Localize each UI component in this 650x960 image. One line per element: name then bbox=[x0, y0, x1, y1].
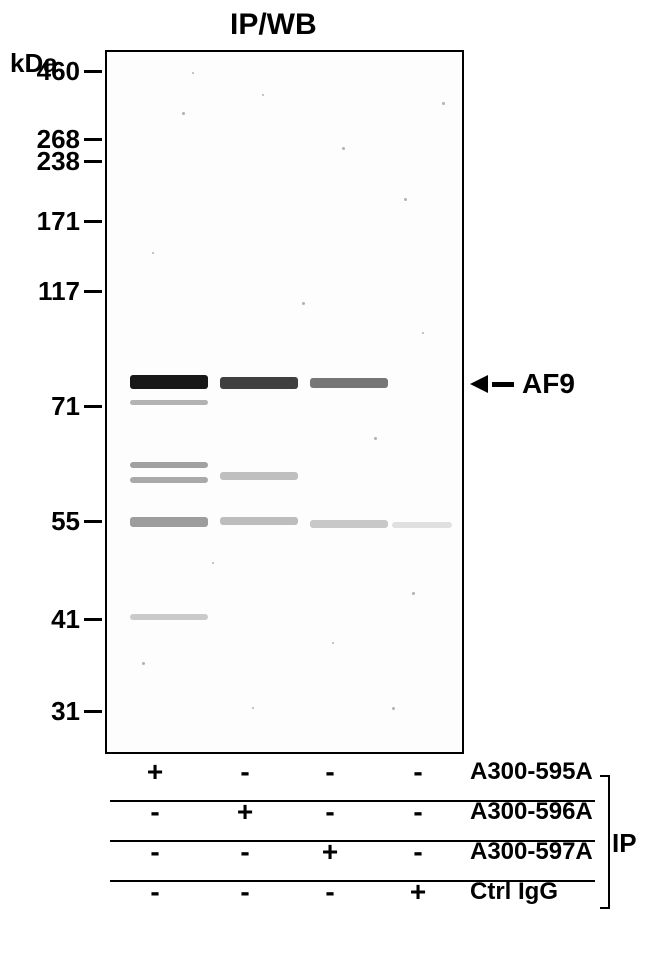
antibody-label: A300-595A bbox=[470, 758, 593, 786]
noise-speck bbox=[142, 662, 145, 665]
noise-speck bbox=[412, 592, 415, 595]
protein-band bbox=[130, 517, 208, 527]
mw-marker-tick bbox=[84, 290, 102, 293]
noise-speck bbox=[302, 302, 305, 305]
band-annotation-arrow: AF9 bbox=[470, 368, 575, 400]
mw-marker-tick bbox=[84, 405, 102, 408]
noise-speck bbox=[192, 72, 194, 74]
mw-marker-tick bbox=[84, 710, 102, 713]
arrow-icon bbox=[470, 375, 488, 393]
table-row-divider bbox=[110, 800, 595, 802]
noise-speck bbox=[422, 332, 424, 334]
protein-band bbox=[310, 378, 388, 388]
lane-condition-mark: - bbox=[233, 756, 257, 788]
mw-marker-label: 31 bbox=[10, 696, 80, 727]
protein-band bbox=[130, 375, 208, 389]
protein-band bbox=[220, 377, 298, 389]
ip-group-label: IP bbox=[612, 828, 637, 859]
antibody-label: A300-597A bbox=[470, 838, 593, 866]
noise-speck bbox=[342, 147, 345, 150]
lane-condition-mark: + bbox=[143, 756, 167, 788]
protein-band bbox=[130, 614, 208, 620]
table-row-divider bbox=[110, 880, 595, 882]
noise-speck bbox=[392, 707, 395, 710]
mw-marker-tick bbox=[84, 618, 102, 621]
mw-marker-tick bbox=[84, 138, 102, 141]
protein-band bbox=[392, 522, 452, 528]
lane-condition-mark: - bbox=[406, 756, 430, 788]
table-row-divider bbox=[110, 840, 595, 842]
noise-speck bbox=[332, 642, 334, 644]
mw-marker-tick bbox=[84, 220, 102, 223]
mw-marker-label: 117 bbox=[10, 276, 80, 307]
noise-speck bbox=[374, 437, 377, 440]
arrow-stem bbox=[492, 382, 514, 387]
mw-marker-tick bbox=[84, 160, 102, 163]
protein-band bbox=[220, 472, 298, 480]
noise-speck bbox=[404, 198, 407, 201]
mw-marker-label: 171 bbox=[10, 206, 80, 237]
mw-marker-label: 71 bbox=[10, 391, 80, 422]
noise-speck bbox=[182, 112, 185, 115]
western-blot-membrane bbox=[105, 50, 464, 754]
protein-band bbox=[310, 520, 388, 528]
mw-marker-tick bbox=[84, 70, 102, 73]
mw-marker-label: 238 bbox=[10, 146, 80, 177]
lane-condition-mark: - bbox=[318, 756, 342, 788]
band-annotation-text: AF9 bbox=[522, 368, 575, 400]
protein-band bbox=[220, 517, 298, 525]
protein-band bbox=[130, 400, 208, 405]
mw-marker-tick bbox=[84, 520, 102, 523]
mw-marker-label: 460 bbox=[10, 56, 80, 87]
protein-band bbox=[130, 477, 208, 483]
antibody-label: Ctrl IgG bbox=[470, 878, 558, 906]
noise-speck bbox=[252, 707, 254, 709]
noise-speck bbox=[442, 102, 445, 105]
antibody-label: A300-596A bbox=[470, 798, 593, 826]
ip-group-brace bbox=[600, 775, 610, 909]
mw-marker-label: 41 bbox=[10, 604, 80, 635]
noise-speck bbox=[262, 94, 264, 96]
noise-speck bbox=[152, 252, 154, 254]
noise-speck bbox=[212, 562, 214, 564]
mw-marker-label: 55 bbox=[10, 506, 80, 537]
protein-band bbox=[130, 462, 208, 468]
figure-title: IP/WB bbox=[230, 8, 317, 42]
